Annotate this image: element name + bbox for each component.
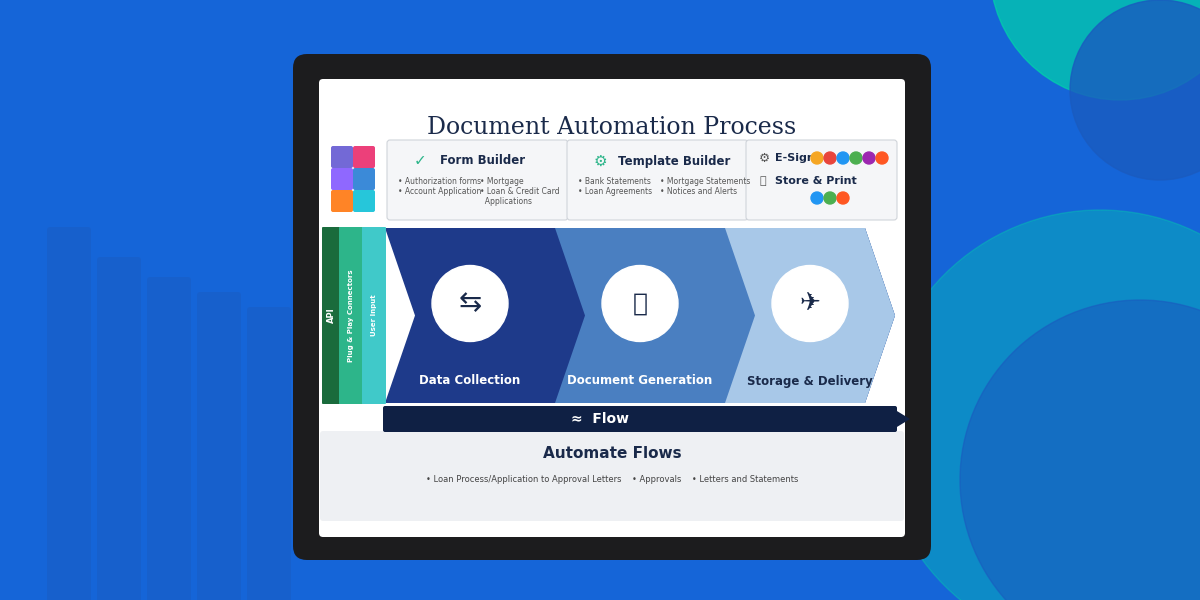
FancyBboxPatch shape	[746, 140, 898, 220]
Text: • Loan & Credit Card: • Loan & Credit Card	[480, 187, 559, 196]
FancyBboxPatch shape	[320, 431, 904, 521]
Circle shape	[880, 210, 1200, 600]
Text: Store & Print: Store & Print	[775, 176, 857, 186]
FancyBboxPatch shape	[568, 140, 748, 220]
Circle shape	[772, 265, 848, 341]
Text: Document Generation: Document Generation	[568, 374, 713, 388]
FancyBboxPatch shape	[148, 277, 191, 600]
Text: 🖨: 🖨	[760, 176, 766, 186]
Circle shape	[432, 265, 508, 341]
Circle shape	[436, 269, 505, 338]
Polygon shape	[554, 228, 895, 403]
FancyBboxPatch shape	[331, 190, 353, 212]
FancyBboxPatch shape	[353, 190, 374, 212]
Text: Document Automation Process: Document Automation Process	[427, 115, 797, 139]
FancyBboxPatch shape	[293, 54, 931, 560]
Circle shape	[1070, 0, 1200, 180]
Text: • Loan Agreements: • Loan Agreements	[578, 187, 652, 196]
Circle shape	[602, 265, 678, 341]
FancyBboxPatch shape	[386, 140, 568, 220]
Polygon shape	[385, 228, 895, 403]
Circle shape	[850, 152, 862, 164]
Text: • Mortgage Statements: • Mortgage Statements	[660, 177, 750, 186]
Text: • Mortgage: • Mortgage	[480, 177, 523, 186]
Circle shape	[775, 269, 845, 338]
Circle shape	[811, 152, 823, 164]
Circle shape	[838, 152, 850, 164]
FancyBboxPatch shape	[319, 79, 905, 537]
FancyBboxPatch shape	[97, 257, 142, 600]
Text: Storage & Delivery: Storage & Delivery	[748, 374, 872, 388]
Text: ≈  Flow: ≈ Flow	[571, 412, 629, 426]
Text: API: API	[326, 308, 336, 323]
Circle shape	[838, 192, 850, 204]
Circle shape	[960, 300, 1200, 600]
Text: ✈: ✈	[799, 292, 821, 316]
FancyBboxPatch shape	[247, 307, 292, 600]
FancyBboxPatch shape	[47, 227, 91, 600]
Text: 📄: 📄	[632, 292, 648, 316]
FancyBboxPatch shape	[340, 227, 364, 404]
Circle shape	[990, 0, 1200, 100]
Circle shape	[811, 192, 823, 204]
Text: Automate Flows: Automate Flows	[542, 446, 682, 461]
Text: User Input: User Input	[371, 295, 377, 337]
Circle shape	[824, 192, 836, 204]
Text: ⚙: ⚙	[593, 154, 607, 169]
Circle shape	[605, 269, 674, 338]
Text: Template Builder: Template Builder	[618, 154, 731, 167]
Text: Data Collection: Data Collection	[419, 374, 521, 388]
Circle shape	[824, 152, 836, 164]
Text: Plug & Play Connectors: Plug & Play Connectors	[348, 269, 354, 362]
Text: Form Builder: Form Builder	[440, 154, 526, 167]
FancyBboxPatch shape	[197, 292, 241, 600]
FancyBboxPatch shape	[353, 146, 374, 168]
Text: • Authorization forms: • Authorization forms	[398, 177, 481, 186]
Circle shape	[876, 152, 888, 164]
Text: ⚙: ⚙	[760, 151, 770, 164]
FancyBboxPatch shape	[353, 168, 374, 190]
Text: • Bank Statements: • Bank Statements	[578, 177, 650, 186]
Polygon shape	[892, 408, 910, 430]
Text: • Notices and Alerts: • Notices and Alerts	[660, 187, 737, 196]
FancyBboxPatch shape	[331, 168, 353, 190]
FancyBboxPatch shape	[383, 406, 898, 432]
Polygon shape	[725, 228, 895, 403]
FancyBboxPatch shape	[362, 227, 386, 404]
Text: E-Sign: E-Sign	[775, 153, 815, 163]
Text: ⇆: ⇆	[458, 289, 481, 317]
FancyBboxPatch shape	[331, 146, 353, 168]
Text: • Account Application: • Account Application	[398, 187, 481, 196]
Text: • Loan Process/Application to Approval Letters    • Approvals    • Letters and S: • Loan Process/Application to Approval L…	[426, 475, 798, 484]
Circle shape	[863, 152, 875, 164]
Text: Applications: Applications	[480, 197, 532, 206]
FancyBboxPatch shape	[322, 227, 340, 404]
Text: ✓: ✓	[414, 154, 426, 169]
